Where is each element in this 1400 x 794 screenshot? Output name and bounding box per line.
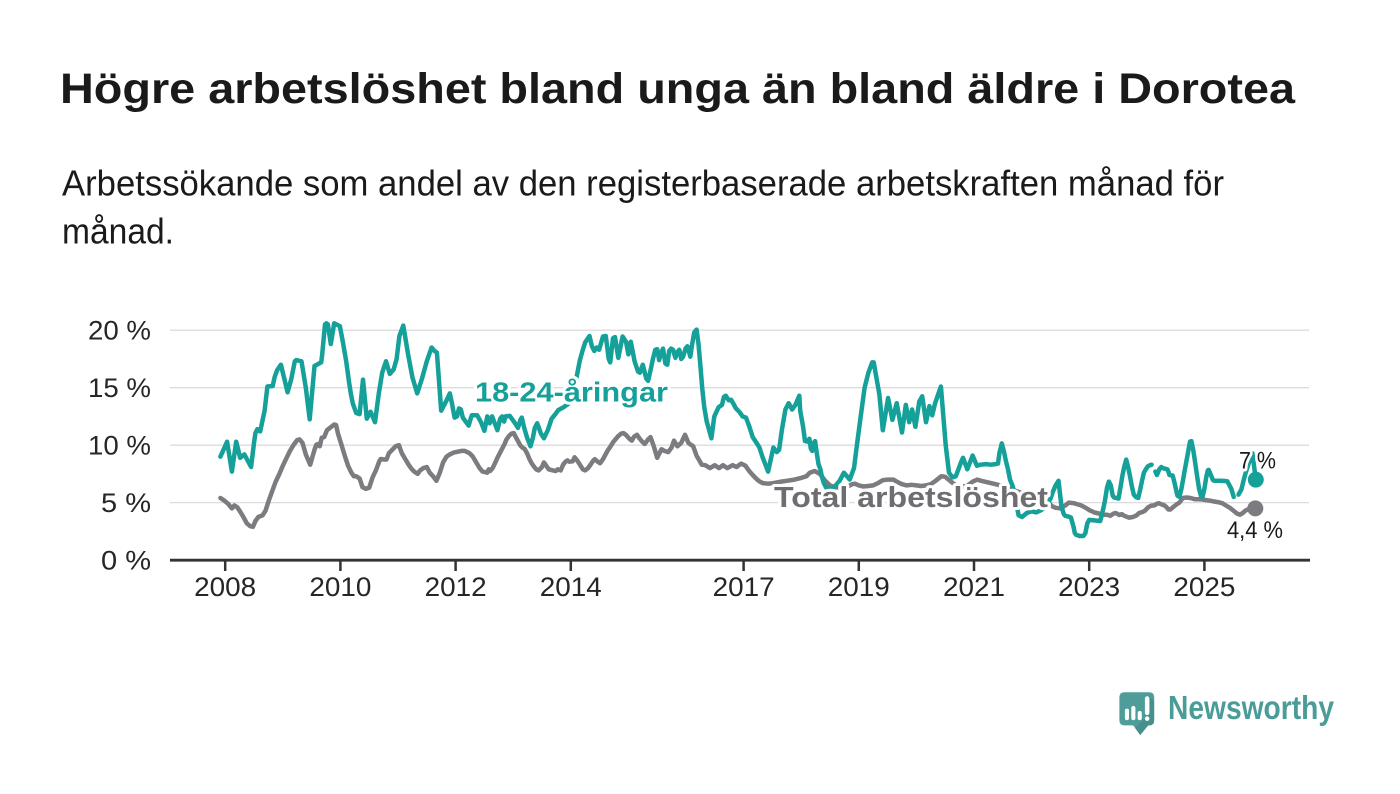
svg-text:5 %: 5 % xyxy=(101,488,151,518)
svg-text:10 %: 10 % xyxy=(88,431,151,461)
svg-text:2017: 2017 xyxy=(713,572,775,602)
svg-text:2025: 2025 xyxy=(1173,572,1235,602)
svg-text:7 %: 7 % xyxy=(1239,448,1276,475)
svg-text:18-24-åringar: 18-24-åringar xyxy=(475,377,668,408)
svg-text:2019: 2019 xyxy=(828,572,890,602)
svg-text:2010: 2010 xyxy=(309,572,371,602)
svg-text:20 %: 20 % xyxy=(88,316,151,346)
svg-text:2014: 2014 xyxy=(540,572,602,602)
svg-text:2023: 2023 xyxy=(1058,572,1120,602)
svg-text:4,4 %: 4,4 % xyxy=(1227,517,1283,544)
svg-text:Arbetssökande som andel av den: Arbetssökande som andel av den registerb… xyxy=(62,163,1224,204)
svg-text:Högre arbetslöshet bland unga: Högre arbetslöshet bland unga än bland ä… xyxy=(60,65,1296,113)
svg-text:0 %: 0 % xyxy=(101,546,151,576)
svg-text:2008: 2008 xyxy=(194,572,256,602)
svg-text:15 %: 15 % xyxy=(88,373,151,403)
svg-text:2012: 2012 xyxy=(425,572,487,602)
svg-text:månad.: månad. xyxy=(62,211,174,252)
svg-text:Total arbetslöshet: Total arbetslöshet xyxy=(774,482,1048,514)
svg-text:Newsworthy: Newsworthy xyxy=(1168,689,1335,726)
svg-text:2021: 2021 xyxy=(943,572,1005,602)
